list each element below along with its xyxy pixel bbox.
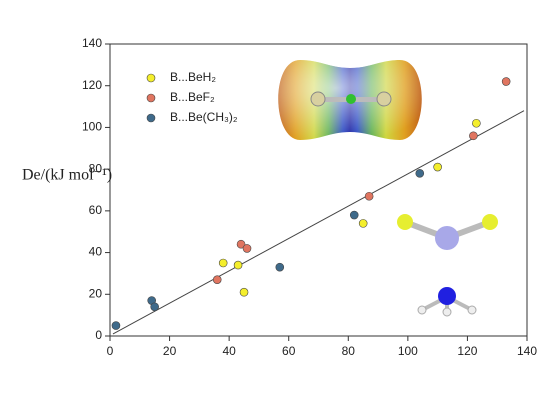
point [212,275,222,284]
y-tick-label: 60 [89,203,103,217]
x-tick-label: 140 [517,344,537,358]
bef2-molecule [397,214,498,250]
point [236,239,246,249]
y-tick-label: 80 [89,161,103,175]
y-tick-label: 40 [89,245,103,259]
point [415,169,425,178]
nh3-molecule [417,287,477,317]
point [433,162,442,172]
legend-marker [146,73,156,83]
plot: 0 20 40 60 80 100 120 140 0 20 40 60 80 100 120 140 B...… [82,36,537,358]
point [242,244,252,253]
point [233,260,243,270]
x-tick-label: 0 [107,344,114,358]
x-tick-label: 40 [222,344,236,358]
legend-label: B...BeF₂ [170,90,215,104]
x-tick-label: 120 [457,344,477,358]
legend-label: B...BeH₂ [170,70,216,84]
x-tick-label: 80 [342,344,356,358]
point [364,191,374,201]
legend-label: B...Be(CH₃)₂ [170,110,238,124]
point [275,262,285,272]
y-tick-label: 140 [82,36,102,50]
point [501,77,511,86]
point [239,287,249,297]
trend-line [112,110,525,335]
plot-frame [109,43,528,337]
point [469,131,478,141]
y-tick-label: 100 [82,120,102,134]
y-tick-label: 20 [89,286,103,300]
point [111,321,121,330]
point [358,219,368,228]
point [472,118,481,128]
point [349,210,359,220]
y-axis-title: De/(kJ mol⁻¹) [22,167,112,184]
y-tick-label: 120 [82,78,102,92]
esp-surface [278,60,422,140]
point [218,258,228,268]
y-tick-label: 0 [95,328,102,342]
legend-marker [146,113,156,123]
legend-marker [146,93,156,103]
x-tick-label: 60 [282,344,296,358]
x-tick-label: 20 [163,344,177,358]
x-tick-label: 100 [398,344,418,358]
point [150,302,159,312]
